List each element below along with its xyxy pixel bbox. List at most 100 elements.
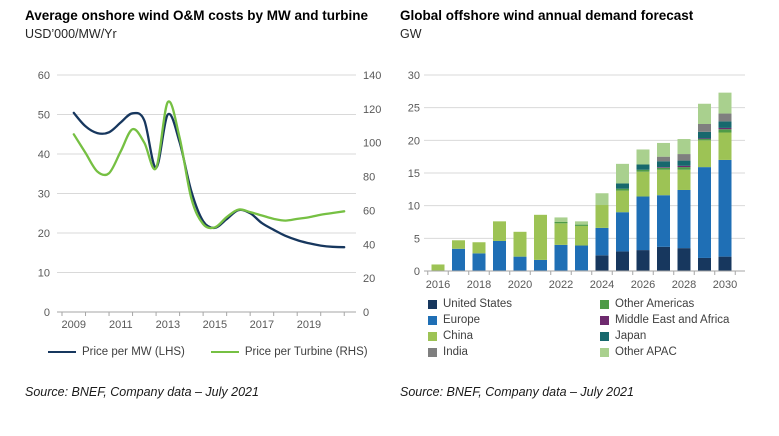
line-chart: 0 10 20 30 40 50 60 0 20 40 60 80 100 120 140 2009 2011 2…: [38, 70, 382, 331]
bar-segment-2025-united-states: [616, 251, 629, 271]
bar-segment-2029-india: [698, 124, 711, 132]
legend-item-other-americas: Other Americas: [600, 298, 729, 310]
y-axis-tick-label: 5: [414, 233, 420, 245]
legend-label: Price per MW (LHS): [82, 346, 185, 358]
left-chart-title: Average onshore wind O&M costs by MW and…: [25, 8, 369, 23]
x-axis-tick-label: 2022: [549, 279, 573, 291]
x-axis-tick-label: 2017: [250, 319, 274, 331]
bar-segment-2027-europe: [657, 195, 670, 247]
x-axis-tick-label: 2019: [297, 319, 321, 331]
stacked-bar-chart: 0 5 10 15 20 25 30 2016 2018 2020 2022 2024 2026 2028…: [408, 70, 745, 291]
bar-segment-2028-other-apac: [677, 139, 691, 155]
x-axis-tick-label: 2020: [508, 279, 532, 291]
bar-segment-2026-united-states: [636, 250, 650, 271]
legend-item-price-per-turbine: Price per Turbine (RHS): [210, 346, 368, 358]
right-chart-subtitle: GW: [400, 27, 422, 41]
bar-segment-2030-united-states: [718, 256, 732, 271]
bar-segment-2018-europe: [472, 253, 486, 271]
bar-segment-2027-other-americas: [657, 167, 670, 170]
x-axis-tick-label: 2016: [426, 279, 450, 291]
legend-item-europe: Europe: [428, 314, 600, 326]
color-swatch: [428, 347, 437, 357]
bar-segment-2028-japan: [677, 160, 691, 166]
line-swatch: [210, 351, 239, 353]
left-axis-tick-label: 60: [38, 70, 50, 82]
bar-segment-2028-united-states: [677, 248, 691, 271]
bar-segment-2025-other-americas: [616, 188, 629, 191]
bar-segment-2028-india: [677, 154, 691, 161]
right-axis-tick-label: 60: [363, 205, 375, 217]
bar-segment-2027-middle-east-and-africa: [657, 167, 670, 168]
bar-segment-2022-other-americas: [554, 222, 568, 224]
x-axis-tick-label: 2009: [62, 319, 86, 331]
y-axis-tick-label: 10: [408, 201, 420, 213]
bar-segment-2025-japan: [616, 183, 629, 189]
bar-segment-2024-china: [595, 205, 609, 228]
bar-segment-2021-europe: [534, 259, 547, 271]
bar-segment-2026-china: [636, 171, 650, 197]
bar-segment-2027-india: [657, 156, 670, 162]
x-axis-tick-label: 2011: [109, 319, 133, 331]
left-axis-tick-label: 30: [38, 189, 50, 201]
bar-segment-2024-europe: [595, 227, 609, 256]
bar-segment-2020-china: [513, 231, 527, 257]
right-chart-source: Source: BNEF, Company data – July 2021: [400, 385, 634, 399]
legend-label: United States: [443, 298, 513, 310]
x-axis-tick-label: 2015: [203, 319, 227, 331]
bar-segment-2021-china: [534, 214, 547, 260]
color-swatch: [600, 315, 609, 325]
color-swatch: [428, 299, 437, 309]
bar-segment-2024-other-apac: [595, 193, 609, 206]
x-axis-tick-label: 2018: [467, 279, 491, 291]
legend-label: Middle East and Africa: [615, 314, 730, 326]
bar-segment-2027-china: [657, 169, 670, 196]
left-axis-tick-label: 20: [38, 228, 50, 240]
left-chart-legend: Price per MW (LHS) Price per Turbine (RHS…: [48, 346, 368, 358]
bar-segment-2028-china: [677, 169, 691, 190]
legend-item-other-apac: Other APAC: [600, 346, 729, 358]
color-swatch: [428, 331, 437, 341]
color-swatch: [600, 331, 609, 341]
x-axis-tick-label: 2030: [713, 279, 737, 291]
y-axis-tick-label: 20: [408, 135, 420, 147]
y-axis-tick-label: 0: [414, 266, 420, 278]
legend-item-china: China: [428, 330, 600, 342]
line-series-price-per-turbine-rhs-: [72, 100, 346, 230]
bar-segment-2023-china: [575, 225, 588, 246]
offshore-forecast-panel: Global offshore wind annual demand forec…: [389, 0, 779, 436]
bar-segment-2022-europe: [554, 244, 568, 271]
color-swatch: [428, 315, 437, 325]
left-axis-tick-label: 50: [38, 110, 50, 122]
left-axis-tick-label: 40: [38, 149, 50, 161]
bar-segment-2030-japan: [718, 121, 732, 128]
bar-segment-2026-other-apac: [636, 149, 650, 165]
color-swatch: [600, 299, 609, 309]
right-axis-tick-label: 0: [363, 307, 369, 319]
onshore-costs-panel: Average onshore wind O&M costs by MW and…: [0, 0, 389, 436]
x-axis-tick-label: 2028: [672, 279, 696, 291]
bar-segment-2029-other-apac: [698, 103, 711, 124]
left-chart-subtitle: USD’000/MW/Yr: [25, 27, 117, 41]
bar-segment-2030-india: [718, 113, 732, 122]
bar-segment-2028-europe: [677, 189, 691, 249]
bar-segment-2028-other-americas: [677, 167, 691, 170]
legend-label: Other APAC: [615, 346, 677, 358]
bar-segment-2022-other-apac: [554, 217, 568, 222]
left-axis-tick-label: 10: [38, 268, 50, 280]
bar-segment-2029-europe: [698, 167, 711, 258]
bar-segment-2027-japan: [657, 161, 670, 168]
bar-segment-2020-europe: [513, 256, 527, 271]
legend-item-middle-east-and-africa: Middle East and Africa: [600, 314, 729, 326]
right-chart-legend: United States Other Americas Europe Middle …: [428, 298, 729, 358]
legend-label: Other Americas: [615, 298, 695, 310]
bar-segment-2027-united-states: [657, 246, 670, 271]
line-swatch: [48, 351, 76, 353]
bar-segment-2030-europe: [718, 159, 732, 257]
bar-segment-2024-united-states: [595, 255, 609, 271]
legend-item-india: India: [428, 346, 600, 358]
right-axis-tick-label: 20: [363, 273, 375, 285]
bar-segment-2025-china: [616, 190, 629, 213]
bar-segment-2017-china: [452, 240, 465, 249]
legend-item-japan: Japan: [600, 330, 729, 342]
